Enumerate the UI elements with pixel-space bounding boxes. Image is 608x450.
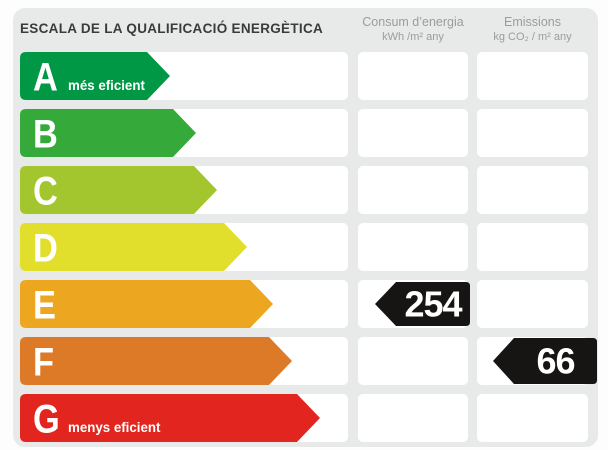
rating-note: menys eficient bbox=[68, 419, 161, 435]
emissions-cell-d bbox=[477, 223, 588, 271]
emissions-cell-f: 66 bbox=[477, 337, 597, 385]
rating-arrow-shape bbox=[20, 52, 170, 100]
rating-arrow-shape bbox=[20, 109, 196, 157]
rating-arrow-shape bbox=[20, 394, 320, 442]
emissions-header-label: Emissions bbox=[504, 15, 561, 29]
value-text: 66 bbox=[536, 341, 574, 382]
emissions-cell-c bbox=[477, 166, 588, 214]
panel-title: ESCALA DE LA QUALIFICACIÓ ENERGÈTICA bbox=[20, 21, 324, 36]
rating-arrow-c: C bbox=[20, 166, 217, 214]
rating-arrow-shape bbox=[20, 166, 217, 214]
consum-cell-g bbox=[358, 394, 468, 442]
consum-header-label: Consum d’energia bbox=[362, 15, 464, 29]
value-arrow-shape: 66 bbox=[493, 338, 597, 384]
rating-note: més eficient bbox=[68, 77, 145, 93]
rating-row-f: F 66 bbox=[13, 337, 598, 385]
emissions-cell-e bbox=[477, 280, 588, 328]
consum-value-badge: 254 bbox=[375, 282, 470, 326]
consum-cell-b bbox=[358, 109, 468, 157]
rating-arrow-shape bbox=[20, 337, 292, 385]
rating-row-e: E 254 bbox=[13, 280, 598, 328]
value-arrow-shape: 254 bbox=[375, 282, 470, 326]
rating-letter: F bbox=[33, 340, 55, 385]
rating-arrow-e: E bbox=[20, 280, 273, 328]
consum-header-unit: kWh /m² any bbox=[382, 31, 444, 43]
rating-letter: B bbox=[33, 112, 58, 157]
emissions-column-header: Emissions kg CO₂ / m² any bbox=[477, 14, 588, 44]
energy-scale-panel: ESCALA DE LA QUALIFICACIÓ ENERGÈTICA Con… bbox=[13, 8, 598, 447]
emissions-cell-a bbox=[477, 52, 588, 100]
rating-letter: E bbox=[33, 283, 56, 328]
rating-arrow-f: F bbox=[20, 337, 292, 385]
rating-row-b: B bbox=[13, 109, 598, 157]
emissions-value-badge: 66 bbox=[493, 338, 597, 384]
emissions-cell-g bbox=[477, 394, 588, 442]
consum-cell-a bbox=[358, 52, 468, 100]
consum-cell-e: 254 bbox=[358, 280, 470, 328]
rating-letter: G bbox=[33, 397, 60, 442]
emissions-header-unit: kg CO₂ / m² any bbox=[493, 31, 572, 43]
emissions-cell-b bbox=[477, 109, 588, 157]
rating-arrow-b: B bbox=[20, 109, 196, 157]
rating-arrow-shape bbox=[20, 280, 273, 328]
rating-row-c: C bbox=[13, 166, 598, 214]
consum-column-header: Consum d’energia kWh /m² any bbox=[358, 14, 468, 44]
rating-row-d: D bbox=[13, 223, 598, 271]
consum-cell-c bbox=[358, 166, 468, 214]
rating-letter: C bbox=[33, 169, 58, 214]
value-text: 254 bbox=[404, 284, 462, 325]
consum-cell-f bbox=[358, 337, 468, 385]
consum-cell-d bbox=[358, 223, 468, 271]
rating-letter: A bbox=[33, 55, 58, 100]
rating-arrow-shape bbox=[20, 223, 247, 271]
rating-arrow-d: D bbox=[20, 223, 247, 271]
rating-letter: D bbox=[33, 226, 58, 271]
